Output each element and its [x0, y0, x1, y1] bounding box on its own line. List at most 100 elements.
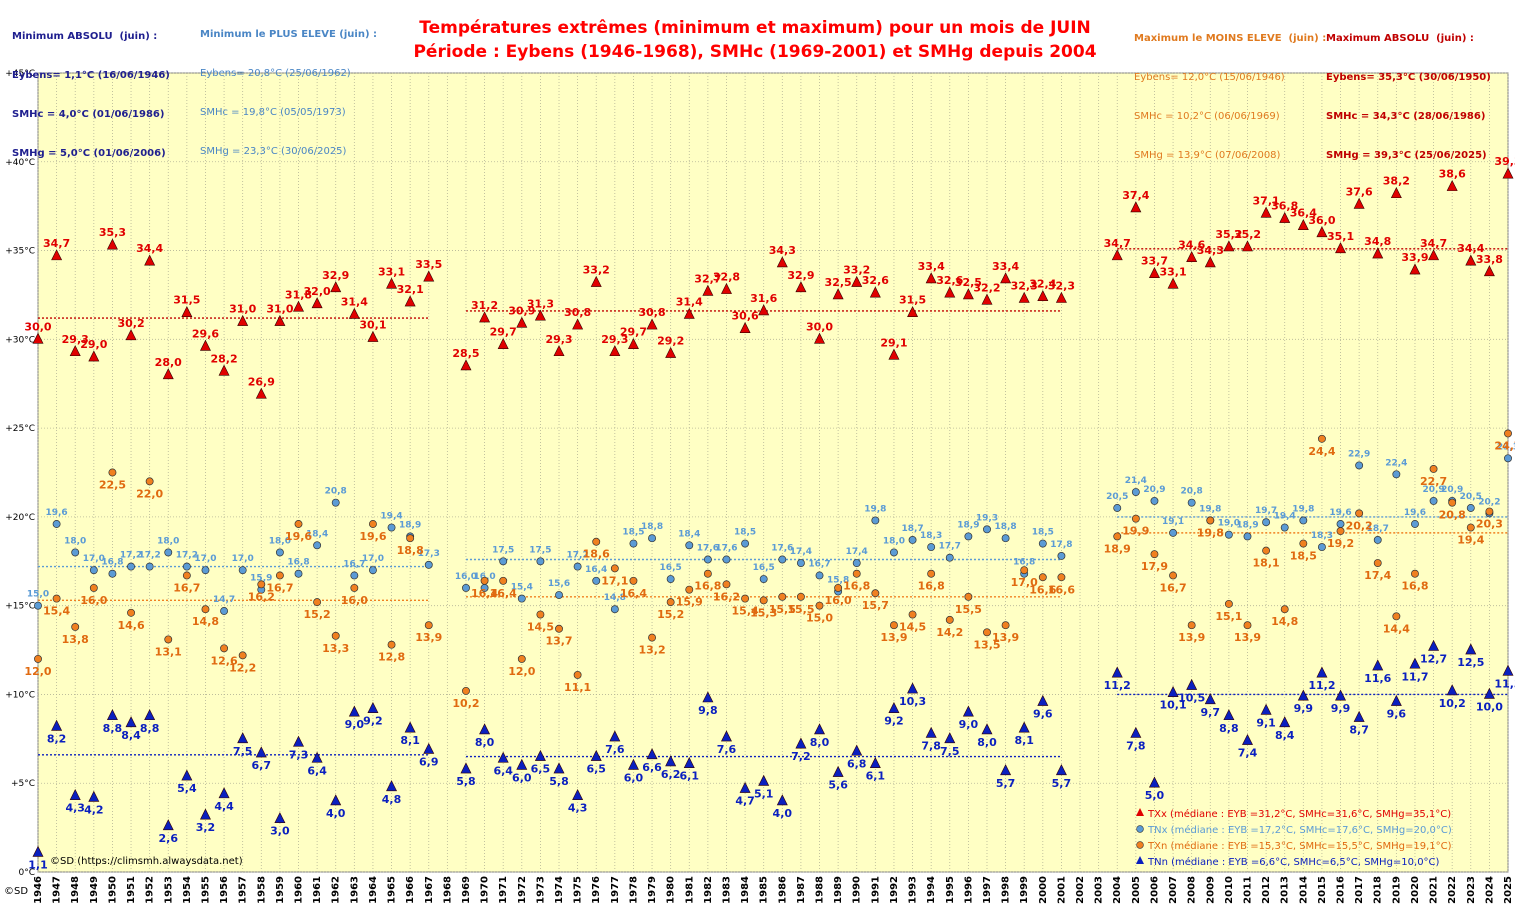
marker-txn: [387, 640, 396, 649]
marker-txn: [871, 589, 880, 598]
data-label-txn: 16,0: [341, 594, 368, 607]
marker-tnn: [1446, 684, 1458, 696]
chart-title-line2: Période : Eybens (1946-1968), SMHc (1969…: [413, 42, 1097, 62]
marker-tnx: [1001, 534, 1010, 543]
marker-txx: [237, 314, 249, 326]
max-absolu-box: Maximum ABSOLU (juin) : Eybens= 35,3°C (…: [1326, 6, 1491, 175]
data-label-tnn: 6,0: [512, 771, 532, 784]
data-label-txn: 15,2: [304, 608, 331, 621]
data-label-txn: 12,0: [24, 665, 51, 678]
data-label-tnn: 9,1: [1256, 716, 1276, 729]
marker-tnn: [1428, 639, 1440, 651]
data-label-txn: 16,6: [1048, 583, 1075, 596]
x-tick-label: 1962: [331, 876, 342, 904]
x-tick-label: 1946: [33, 876, 44, 904]
data-label-tnn: 9,8: [698, 704, 718, 717]
marker-txx: [479, 311, 491, 323]
x-tick-label: 1970: [480, 876, 491, 904]
data-label-txx: 32,6: [862, 274, 889, 287]
data-label-tnx: 19,4: [1274, 512, 1296, 522]
x-tick-label: 1953: [163, 876, 174, 904]
legend-marker-tnx: [1136, 825, 1144, 833]
data-label-tnn: 7,3: [289, 748, 309, 761]
data-label-txx: 30,2: [117, 317, 144, 330]
marker-txx: [1260, 206, 1272, 218]
marker-tnn: [627, 758, 639, 770]
marker-txn: [889, 621, 898, 630]
x-tick-label: 1966: [405, 876, 416, 904]
marker-tnx: [1466, 504, 1475, 512]
x-tick-label: 2024: [1484, 876, 1495, 904]
data-label-txx: 35,3: [99, 226, 126, 239]
data-label-tnn: 6,0: [624, 771, 644, 784]
data-label-tnn: 8,8: [140, 722, 160, 735]
data-label-txn: 14,5: [527, 621, 554, 634]
data-label-tnn: 6,5: [586, 763, 606, 776]
data-label-tnn: 6,2: [661, 768, 681, 781]
marker-txx: [1353, 197, 1365, 209]
marker-tnn: [962, 705, 974, 717]
data-label-tnn: 8,4: [121, 729, 141, 742]
data-label-txx: 32,6: [936, 274, 963, 287]
marker-txn: [1280, 605, 1289, 614]
data-label-tnn: 3,2: [196, 821, 216, 834]
marker-tnx: [629, 539, 638, 548]
marker-tnx: [741, 539, 750, 548]
data-label-txx: 28,2: [211, 352, 238, 365]
corner-credit: ©SD: [4, 886, 28, 897]
data-label-txn: 16,4: [490, 587, 517, 600]
data-label-tnn: 6,1: [866, 770, 886, 783]
marker-txx: [106, 238, 118, 250]
marker-txn: [480, 576, 489, 585]
marker-txn: [1262, 546, 1271, 555]
data-label-txn: 18,9: [1104, 542, 1131, 555]
data-label-txx: 29,7: [620, 326, 647, 339]
marker-tnn: [1111, 666, 1123, 678]
x-tick-label: 2018: [1373, 876, 1384, 904]
marker-txn: [945, 615, 954, 624]
marker-txn: [1392, 612, 1401, 621]
marker-txx: [1446, 179, 1458, 191]
data-label-tnn: 7,4: [1238, 747, 1258, 760]
data-label-tnn: 6,6: [642, 761, 662, 774]
y-tick-label: 0°C: [18, 868, 35, 878]
marker-txx: [1000, 272, 1012, 284]
x-tick-label: 1947: [52, 876, 63, 904]
data-label-tnx: 20,8: [325, 487, 347, 497]
marker-txx: [1037, 290, 1049, 302]
marker-txn: [145, 477, 154, 486]
data-label-tnn: 6,9: [419, 755, 439, 768]
marker-txn: [182, 571, 191, 580]
marker-tnn: [162, 819, 174, 831]
data-label-txn: 13,9: [992, 631, 1019, 644]
marker-tnn: [88, 790, 100, 802]
data-label-tnx: 19,1: [1162, 517, 1184, 527]
data-label-tnx: 16,7: [808, 559, 830, 569]
marker-txx: [1409, 263, 1421, 275]
legend-label-tnx: TNx (médiane : EYB =17,2°C, SMHc=17,6°C,…: [1147, 824, 1452, 836]
marker-txx: [497, 337, 509, 349]
marker-txn: [685, 585, 694, 594]
y-tick-label: +20°C: [5, 513, 35, 523]
data-label-tnn: 5,0: [1145, 789, 1165, 802]
data-label-tnx: 22,9: [1348, 449, 1370, 459]
marker-tnn: [590, 749, 602, 761]
marker-tnn: [330, 794, 342, 806]
data-label-txn: 17,1: [601, 574, 628, 587]
data-label-tnn: 7,6: [605, 743, 625, 756]
marker-txn: [815, 601, 824, 610]
marker-txx: [1465, 254, 1477, 266]
data-label-tnn: 9,2: [363, 715, 383, 728]
marker-tnx: [313, 541, 322, 550]
data-label-txn: 17,9: [1141, 560, 1168, 573]
marker-txx: [1390, 187, 1402, 199]
data-label-txx: 32,8: [713, 271, 740, 284]
data-label-txx: 35,1: [1327, 230, 1354, 243]
marker-txn: [759, 596, 768, 605]
data-label-txx: 33,5: [415, 258, 442, 271]
marker-tnx: [703, 555, 712, 564]
x-tick-label: 1986: [777, 876, 788, 904]
marker-txx: [702, 284, 714, 296]
marker-tnx: [127, 562, 135, 571]
marker-tnx: [1317, 543, 1326, 552]
